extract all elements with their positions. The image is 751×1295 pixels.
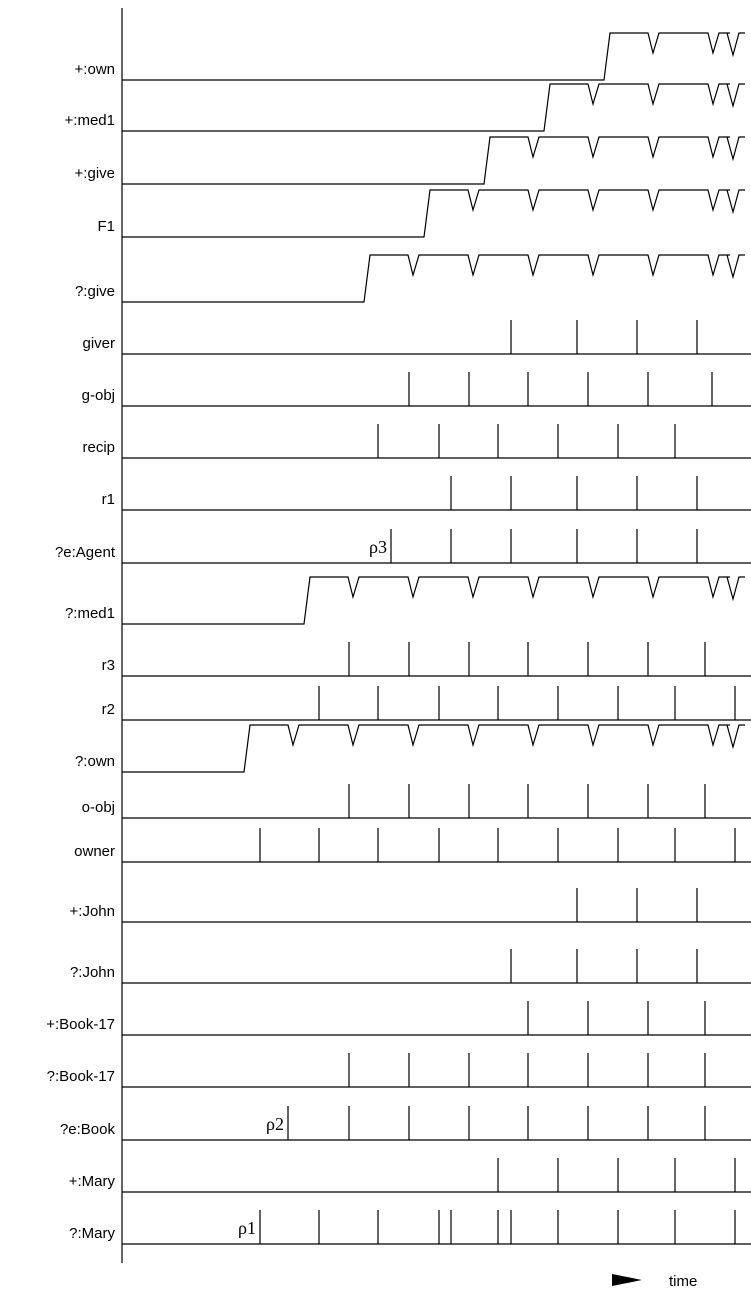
- row-label: giver: [82, 335, 115, 352]
- row-r1: r1: [102, 476, 751, 511]
- row-label: ?:Mary: [69, 1225, 115, 1242]
- row-mary: +:Mary: [69, 1158, 751, 1193]
- oscillation-wave: [122, 32, 745, 81]
- row-label: F1: [97, 218, 115, 235]
- row-book-17: ?:Book-17: [47, 1053, 751, 1088]
- rho-marker: ρ3: [369, 537, 387, 557]
- row-owner: owner: [74, 828, 751, 863]
- row-john: ?:John: [70, 949, 751, 984]
- row-label: ?:own: [75, 753, 115, 770]
- row-label: o-obj: [82, 799, 115, 816]
- row-med1: ?:med1: [65, 576, 745, 625]
- row-label: recip: [82, 439, 115, 456]
- row-recip: recip: [82, 424, 751, 459]
- row-label: ?:John: [70, 964, 115, 981]
- row-e-agent: ?e:Agent ρ3: [55, 529, 751, 564]
- signal-rows: +:own +:med1 +:give F1 ?:give giver g-obj recip…: [46, 32, 751, 1245]
- row-label: +:give: [75, 165, 115, 182]
- row-r3: r3: [102, 642, 751, 677]
- oscillation-wave: [122, 576, 745, 625]
- oscillation-wave: [122, 254, 745, 303]
- oscillation-wave: [122, 83, 745, 132]
- row-label: g-obj: [82, 387, 115, 404]
- row-label: +:Mary: [69, 1173, 116, 1190]
- oscillation-wave: [122, 189, 745, 238]
- rho-marker: ρ1: [238, 1218, 256, 1238]
- row-give: +:give: [75, 136, 745, 185]
- row-own: +:own: [75, 32, 745, 81]
- row-label: ?:med1: [65, 605, 115, 622]
- row-o-obj: o-obj: [82, 784, 751, 819]
- row-label: r2: [102, 701, 115, 718]
- row-e-book: ?e:Book ρ2: [60, 1106, 751, 1141]
- row-john: +:John: [70, 888, 751, 923]
- row-label: ?e:Book: [60, 1121, 116, 1138]
- row-label: +:own: [75, 61, 115, 78]
- row-book-17: +:Book-17: [46, 1001, 751, 1036]
- time-arrow: time: [612, 1273, 697, 1290]
- time-axis-label: time: [669, 1273, 697, 1290]
- row-giver: giver: [82, 320, 751, 355]
- row-label: +:John: [70, 903, 115, 920]
- row-label: ?:Book-17: [47, 1068, 115, 1085]
- row-own: ?:own: [75, 724, 745, 773]
- row-f1: F1: [97, 189, 745, 238]
- row-label: +:med1: [65, 112, 115, 129]
- row-label: ?e:Agent: [55, 544, 116, 561]
- row-give: ?:give: [75, 254, 745, 303]
- rho-marker: ρ2: [266, 1114, 284, 1134]
- row-label: r1: [102, 491, 115, 508]
- row-label: +:Book-17: [46, 1016, 115, 1033]
- row-mary: ?:Mary ρ1: [69, 1210, 751, 1245]
- row-label: ?:give: [75, 283, 115, 300]
- row-r2: r2: [102, 686, 751, 721]
- row-g-obj: g-obj: [82, 372, 751, 407]
- row-med1: +:med1: [65, 83, 745, 132]
- row-label: r3: [102, 657, 115, 674]
- time-arrow-icon: [612, 1274, 642, 1286]
- oscillation-wave: [122, 724, 745, 773]
- oscillation-wave: [122, 136, 745, 185]
- row-label: owner: [74, 843, 115, 860]
